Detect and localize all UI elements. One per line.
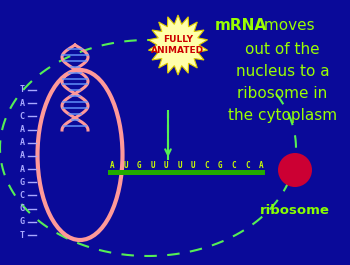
Text: ribosome in: ribosome in xyxy=(237,86,328,101)
Text: G: G xyxy=(137,161,141,170)
Text: C: C xyxy=(20,191,25,200)
Text: C: C xyxy=(245,161,250,170)
Text: A: A xyxy=(20,165,25,174)
Text: G: G xyxy=(20,217,25,226)
Text: U: U xyxy=(191,161,196,170)
Text: mRNA: mRNA xyxy=(215,18,267,33)
Text: G: G xyxy=(20,204,25,213)
Text: A: A xyxy=(20,138,25,147)
Text: U: U xyxy=(177,161,182,170)
Text: the cytoplasm: the cytoplasm xyxy=(228,108,337,123)
Text: nucleus to a: nucleus to a xyxy=(236,64,329,79)
Text: A: A xyxy=(20,99,25,108)
Text: U: U xyxy=(150,161,155,170)
Text: A: A xyxy=(20,151,25,160)
Text: ribosome: ribosome xyxy=(260,204,330,217)
Text: A: A xyxy=(259,161,263,170)
Text: G: G xyxy=(218,161,223,170)
Text: FULLY
ANIMATED: FULLY ANIMATED xyxy=(152,35,204,55)
Text: C: C xyxy=(232,161,236,170)
Circle shape xyxy=(278,153,312,187)
Text: out of the: out of the xyxy=(245,42,320,57)
Text: T: T xyxy=(20,231,25,240)
Text: T: T xyxy=(20,86,25,95)
Text: A: A xyxy=(20,125,25,134)
Text: U: U xyxy=(123,161,128,170)
Text: U: U xyxy=(164,161,168,170)
Text: C: C xyxy=(204,161,209,170)
Polygon shape xyxy=(148,15,208,75)
Text: C: C xyxy=(20,112,25,121)
Text: moves: moves xyxy=(259,18,315,33)
Bar xyxy=(108,170,265,175)
Text: G: G xyxy=(20,178,25,187)
Text: A: A xyxy=(110,161,114,170)
